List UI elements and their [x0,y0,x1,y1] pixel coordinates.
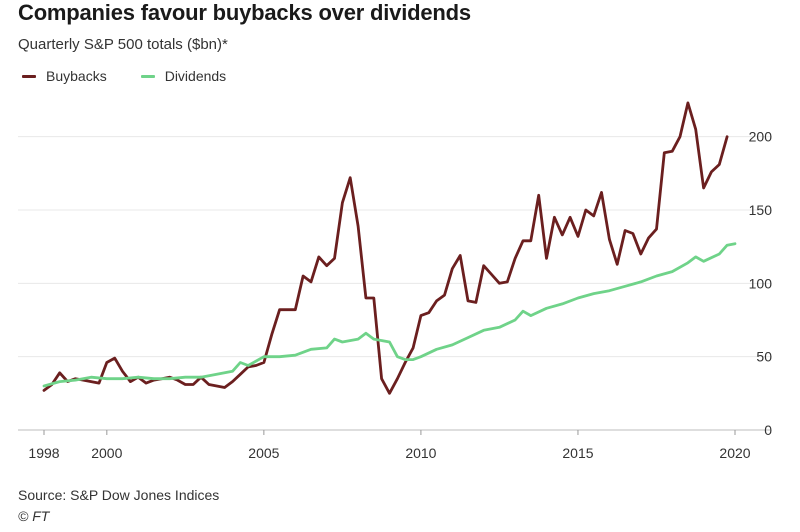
legend-item-buybacks: Buybacks [22,68,107,84]
series-line-buybacks [42,101,729,395]
series-line-dividends [42,242,737,388]
legend-swatch-buybacks [22,74,36,78]
legend-label-buybacks: Buybacks [46,68,107,84]
legend-item-dividends: Dividends [140,68,227,84]
legend: Buybacks Dividends [22,68,260,84]
legend-label-dividends: Dividends [164,68,227,84]
chart-title: Companies favour buybacks over dividends [18,0,471,25]
y-tick-label-0: 0 [764,422,772,438]
chart-subtitle: Quarterly S&P 500 totals ($bn)* [18,36,228,53]
copyright-note: © FT [18,508,50,524]
x-tick-label-2015: 2015 [562,445,593,461]
x-tick-label-2000: 2000 [91,445,122,461]
x-tick-label-1998: 1998 [28,445,59,461]
y-tick-label-200: 200 [749,129,773,145]
x-tick-label-2005: 2005 [248,445,279,461]
y-tick-label-100: 100 [749,275,773,291]
y-tick-label-50: 50 [756,349,772,365]
y-tick-label-150: 150 [749,202,773,218]
legend-swatch-dividends [140,74,155,78]
source-note: Source: S&P Dow Jones Indices [18,487,220,503]
x-tick-label-2020: 2020 [719,445,750,461]
x-tick-label-2010: 2010 [405,445,436,461]
